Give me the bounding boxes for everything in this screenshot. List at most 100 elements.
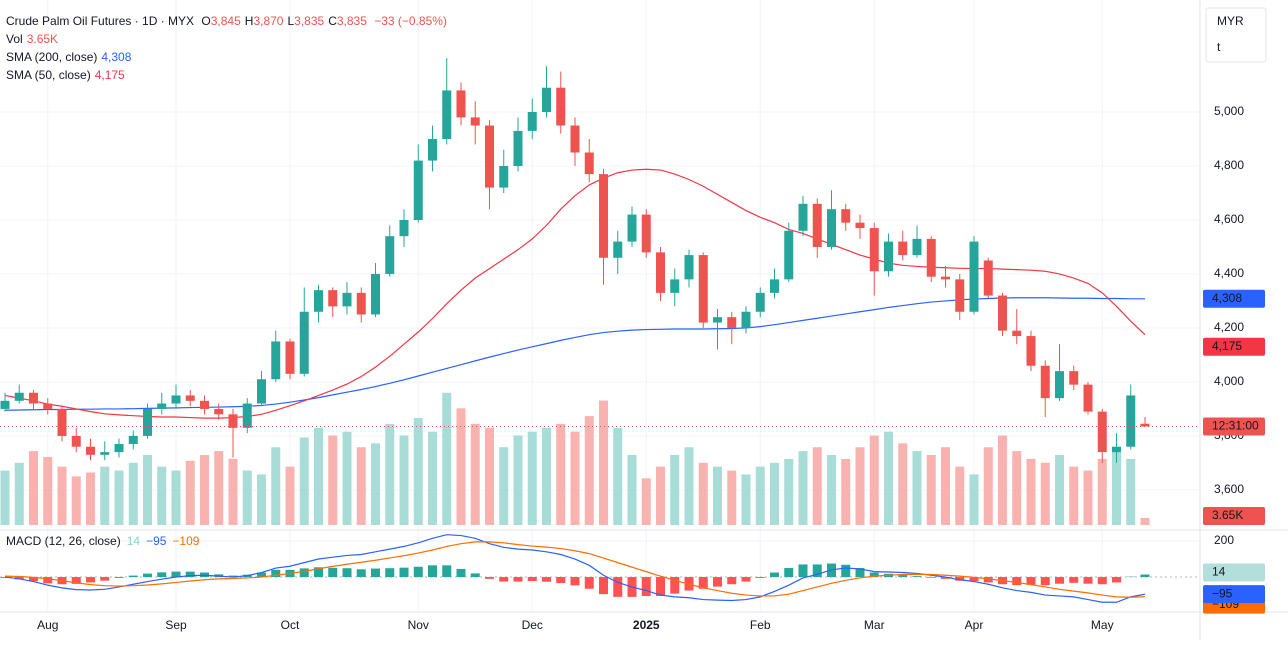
macd-histogram-bar bbox=[1097, 577, 1107, 585]
candle-body bbox=[1026, 336, 1036, 366]
unit[interactable]: t bbox=[1217, 40, 1221, 54]
candle-body bbox=[57, 408, 67, 436]
candle-body bbox=[713, 317, 722, 323]
axis-tag-label: −95 bbox=[1212, 586, 1233, 600]
candle-body bbox=[584, 152, 594, 175]
ohlc-key: L bbox=[287, 14, 294, 28]
candle-body bbox=[741, 311, 751, 328]
volume-bar bbox=[1112, 451, 1121, 525]
candle-body bbox=[841, 209, 851, 223]
volume-bar bbox=[442, 392, 452, 525]
volume-bar bbox=[314, 427, 323, 525]
macd-histogram-bar bbox=[257, 572, 266, 578]
volume-bar bbox=[584, 416, 594, 525]
volume-bar bbox=[1069, 466, 1079, 525]
volume-bar bbox=[1097, 458, 1107, 525]
candle-body bbox=[513, 130, 523, 167]
volume-bar bbox=[100, 466, 110, 525]
volume-bar bbox=[599, 400, 608, 525]
volume-bar bbox=[128, 462, 138, 525]
macd-histogram-bar bbox=[926, 577, 936, 578]
volume-bar bbox=[271, 447, 281, 525]
candle-body bbox=[271, 341, 281, 380]
volume-bar bbox=[356, 447, 366, 525]
macd-histogram-bar bbox=[485, 577, 494, 579]
volume-bar bbox=[285, 466, 295, 525]
volume-bar bbox=[114, 470, 124, 525]
macd-histogram-bar bbox=[114, 577, 124, 578]
macd-histogram-bar bbox=[713, 577, 722, 587]
macd-histogram-bar bbox=[1055, 577, 1064, 584]
volume-bar bbox=[727, 470, 737, 525]
macd-name: MACD (12, 26, close) bbox=[6, 534, 121, 548]
candle-body bbox=[855, 222, 865, 229]
volume-bar bbox=[1026, 458, 1036, 525]
candle-body bbox=[214, 408, 224, 415]
volume-bar bbox=[0, 470, 10, 525]
candle-body bbox=[969, 241, 979, 312]
candle-body bbox=[1055, 371, 1064, 399]
macd-histogram-bar bbox=[14, 577, 24, 580]
candle-body bbox=[955, 279, 965, 312]
ohlc-value: 3,835 bbox=[294, 14, 324, 28]
volume-bar bbox=[912, 451, 922, 525]
macd-histogram-bar bbox=[143, 573, 152, 578]
volume-bar bbox=[257, 474, 266, 525]
volume-bar bbox=[456, 408, 466, 525]
candle-body bbox=[1097, 411, 1107, 453]
volume-bar bbox=[798, 451, 808, 525]
sma50-name: SMA (50, close) bbox=[6, 68, 91, 82]
macd-histogram-bar bbox=[71, 577, 81, 584]
candle-body bbox=[0, 400, 10, 409]
macd-histogram-bar bbox=[855, 568, 865, 578]
macd-histogram-bar bbox=[755, 577, 765, 578]
y-tick-label: 3,600 bbox=[1214, 482, 1244, 496]
macd-histogram-bar bbox=[556, 577, 566, 583]
candle-body bbox=[285, 341, 295, 374]
macd-histogram-bar bbox=[869, 572, 879, 578]
volume-bar bbox=[71, 476, 81, 525]
macd-histogram-bar bbox=[157, 572, 167, 578]
y-tick-label: 4,200 bbox=[1214, 320, 1244, 334]
macd-histogram-bar bbox=[941, 577, 950, 579]
candle-body bbox=[983, 260, 993, 296]
volume-bar bbox=[242, 470, 252, 525]
currency[interactable]: MYR bbox=[1217, 14, 1244, 28]
x-tick-label: 2025 bbox=[633, 618, 660, 632]
candle-body bbox=[371, 273, 380, 315]
macd-histogram-bar bbox=[983, 577, 993, 583]
volume-bar bbox=[556, 423, 566, 525]
x-tick-label: Dec bbox=[522, 618, 543, 632]
macd-histogram-bar bbox=[656, 577, 665, 596]
volume-bar bbox=[698, 462, 708, 525]
candle-body bbox=[812, 203, 822, 247]
sma200-legend: SMA (200, close) 4,308 bbox=[6, 50, 132, 64]
macd-histogram-bar bbox=[570, 577, 580, 586]
candle-body bbox=[399, 219, 409, 237]
x-tick-label: Nov bbox=[408, 618, 429, 632]
x-tick-label: Sep bbox=[165, 618, 187, 632]
sma50-legend: SMA (50, close) 4,175 bbox=[6, 68, 125, 82]
volume-bar bbox=[670, 455, 680, 525]
candle-body bbox=[684, 255, 694, 280]
x-tick-label: May bbox=[1091, 618, 1114, 632]
volume-bar bbox=[428, 431, 437, 525]
candle-body bbox=[599, 174, 608, 258]
candle-body bbox=[1112, 446, 1121, 453]
macd-histogram-bar bbox=[770, 572, 779, 578]
macd-tick-label: 200 bbox=[1214, 533, 1234, 547]
candle-body bbox=[143, 408, 152, 436]
currency-box[interactable] bbox=[1205, 7, 1267, 63]
candle-body bbox=[200, 400, 209, 409]
sma200-value: 4,308 bbox=[101, 50, 131, 64]
macd-histogram-bar bbox=[29, 577, 38, 582]
macd-histogram-bar bbox=[442, 565, 452, 578]
volume-bar bbox=[784, 458, 794, 525]
macd-legend: MACD (12, 26, close) 14 −95 −109 bbox=[6, 534, 200, 548]
volume-bar bbox=[143, 455, 152, 525]
candle-body bbox=[185, 395, 195, 401]
macd-histogram-bar bbox=[456, 568, 466, 578]
candle-body bbox=[71, 435, 81, 447]
macd-histogram-bar bbox=[413, 566, 423, 578]
